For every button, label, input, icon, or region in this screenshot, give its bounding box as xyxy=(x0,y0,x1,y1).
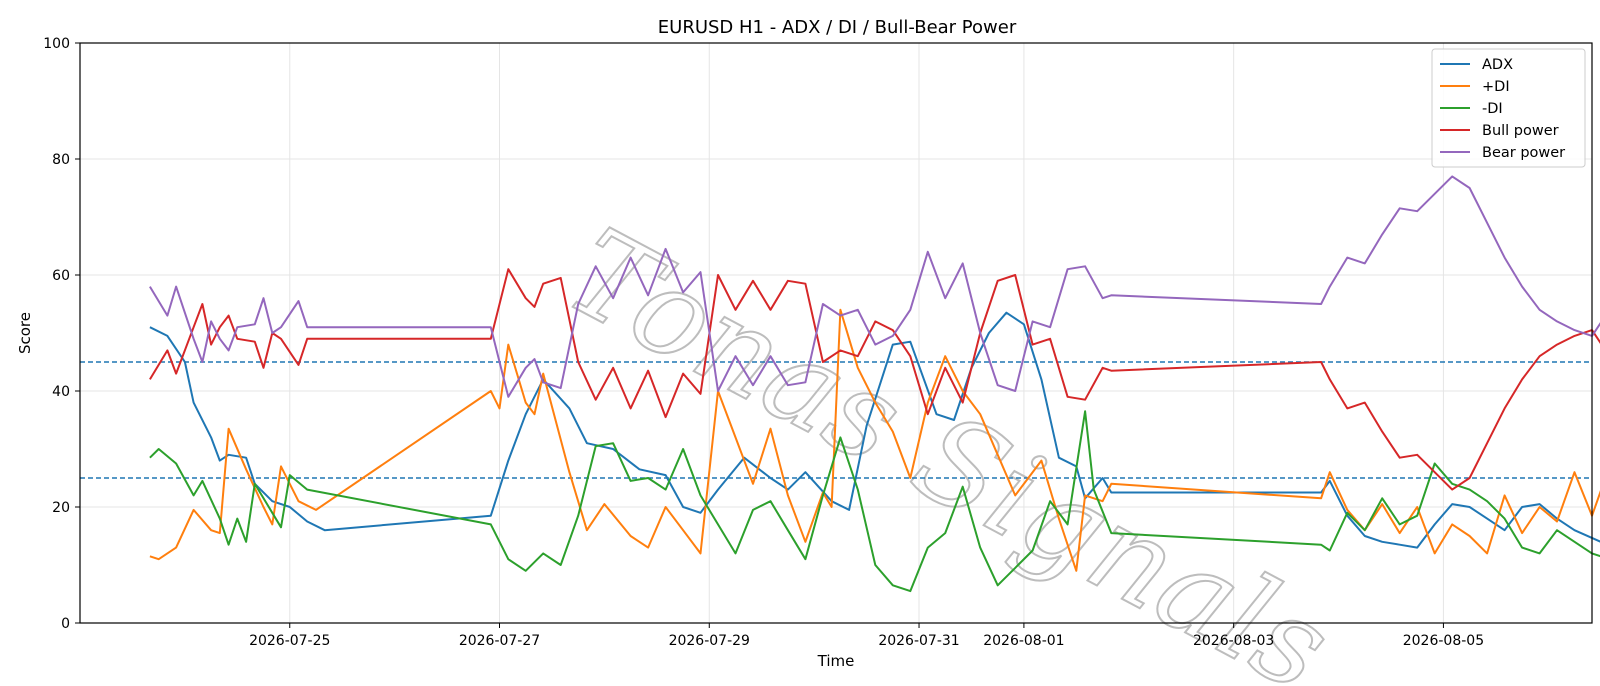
series-line-bear-power xyxy=(149,175,1600,398)
x-tick-label: 2026-07-25 xyxy=(249,633,330,649)
series-lines xyxy=(149,175,1600,593)
y-axis-ticks: 0 20 40 60 80 100 xyxy=(43,36,80,632)
y-tick-label: 20 xyxy=(52,500,70,516)
legend-label: -DI xyxy=(1482,101,1503,117)
x-tick-label: 2026-07-27 xyxy=(459,633,540,649)
y-tick-label: 100 xyxy=(43,36,70,52)
x-tick-label: 2026-07-29 xyxy=(669,633,750,649)
y-axis-label: Score xyxy=(16,312,34,354)
legend-label: Bull power xyxy=(1482,123,1559,139)
y-tick-label: 0 xyxy=(61,616,70,632)
legend-label: +DI xyxy=(1482,79,1510,95)
series-line-adx xyxy=(149,311,1600,549)
legend: ADX +DI -DI Bull power Bear power xyxy=(1431,48,1586,168)
chart-title: EURUSD H1 - ADX / DI / Bull-Bear Power xyxy=(658,17,1017,38)
legend-label: ADX xyxy=(1482,57,1513,73)
x-axis-ticks: 2026-07-25 2026-07-27 2026-07-29 2026-07-31… xyxy=(249,623,1484,649)
legend-label: Bear power xyxy=(1482,145,1565,161)
x-axis-label: Time xyxy=(817,652,855,670)
plot-frame xyxy=(79,42,1593,624)
series-line-bull-power xyxy=(149,268,1600,491)
y-tick-label: 80 xyxy=(52,152,70,168)
series-line-di xyxy=(149,308,1600,572)
series-line-di xyxy=(149,410,1600,593)
x-tick-label: 2026-08-01 xyxy=(983,633,1064,649)
reference-lines xyxy=(80,361,1592,479)
y-tick-label: 40 xyxy=(52,384,70,400)
legend-box xyxy=(1431,48,1586,168)
x-tick-label: 2026-08-05 xyxy=(1403,633,1484,649)
x-tick-label: 2026-08-03 xyxy=(1193,633,1274,649)
x-tick-label: 2026-07-31 xyxy=(878,633,959,649)
y-tick-label: 60 xyxy=(52,268,70,284)
